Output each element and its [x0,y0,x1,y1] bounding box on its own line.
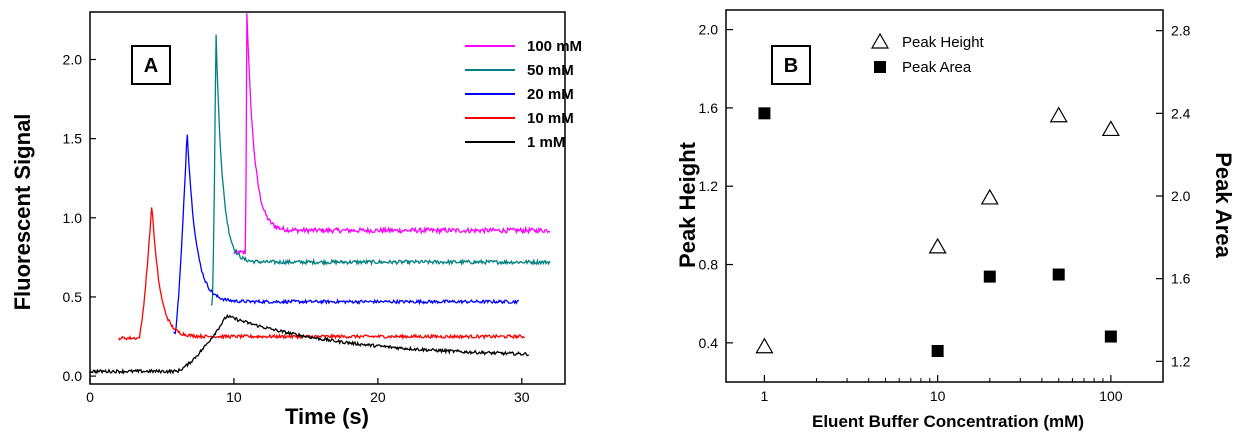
panel-b-y-tick-label: 1.2 [699,178,719,194]
panel-b-axes: 1 10 100 0.4 0.8 1.2 1.6 2.0 1.2 1.6 2.0 2.4 2.8 [699,9,1191,404]
panel-b-y2-tick-label: 2.4 [1171,105,1191,121]
panel-b-legend-square [874,61,886,73]
panel-b-y-tick-label: 0.8 [699,257,719,273]
panel-b-y2-tick-label: 1.6 [1171,271,1191,287]
panel-a-plot-frame [89,11,566,385]
panel-b-x-tick-label: 100 [1099,388,1123,404]
panel-a-x-tick-label: 30 [514,389,530,405]
panel-a-y-tick-label: 2.0 [63,51,83,67]
panel-a-line-50-mm [210,34,551,306]
panel-a-x-axis-title: Time (s) [285,404,369,429]
panel-b-peak-area-point [1052,268,1065,281]
panel-a-line-20-mm [173,134,520,335]
panel-a-x-tick-label: 20 [370,389,386,405]
panel-a-y-tick-label: 0.5 [63,289,83,305]
panel-b-label: B [784,55,798,77]
panel-b-peak-area-point [983,270,996,283]
panel-a-legend: 100 mM 50 mM 20 mM 10 mM 1 mM [465,38,582,151]
panel-b-legend-triangle [870,32,890,49]
panel-b: 1 10 100 0.4 0.8 1.2 1.6 2.0 1.2 1.6 2.0 2.4 2.8 B P… [675,9,1236,431]
panel-a: A 100 mM 50 mM 20 mM 10 mM 1 mM 0 10 20 30 0.0 0.… [10,11,582,429]
panel-a-label-box [131,45,171,85]
panel-b-peak-area-point [758,107,771,120]
panel-b-legend: Peak Height Peak Area [870,32,985,76]
panel-a-label: A [144,55,158,77]
panel-b-x-axis-title: Eluent Buffer Concentration (mM) [812,412,1084,431]
panel-a-axes: 0 10 20 30 0.0 0.5 1.0 1.5 2.0 [63,11,566,405]
panel-b-peak-height-point [980,188,999,205]
panel-b-y2-tick-label: 2.0 [1171,188,1191,204]
panel-b-y-tick-label: 1.6 [699,100,719,116]
panel-b-legend-label: Peak Area [902,59,972,76]
panel-b-peak-height-point [1049,106,1068,123]
panel-b-peak-height-point [928,237,947,254]
panel-b-x-tick-label: 1 [761,388,769,404]
panel-b-y-tick-label: 2.0 [699,22,719,38]
panel-a-y-tick-label: 1.0 [63,210,83,226]
panel-b-peak-area-point [1104,330,1117,343]
panel-a-legend-label: 1 mM [527,134,565,151]
panel-b-peak-area-point [931,345,944,357]
panel-a-legend-label: 10 mM [527,110,574,127]
panel-a-series-lines [89,13,551,375]
panel-a-y-tick-label: 0.0 [63,368,83,384]
panel-b-y2-tick-label: 2.8 [1171,23,1191,39]
panel-b-points [755,106,1120,357]
panel-b-label-box [771,45,811,85]
panel-a-legend-label: 100 mM [527,38,582,55]
panel-a-y-tick-label: 1.5 [63,131,83,147]
panel-a-line-100-mm [233,13,551,257]
panel-a-legend-label: 50 mM [527,62,574,79]
panel-b-y2-tick-label: 1.2 [1171,353,1191,369]
panel-b-x-tick-label: 10 [930,388,946,404]
panel-b-y-axis-title: Peak Height [675,141,700,268]
panel-a-y-axis-title: Fluorescent Signal [10,114,35,311]
panel-b-peak-height-point [1101,120,1120,137]
panel-a-x-tick-label: 0 [86,389,94,405]
panel-a-x-tick-label: 10 [226,389,242,405]
panel-a-legend-label: 20 mM [527,86,574,103]
panel-b-y2-axis-title: Peak Area [1211,152,1236,258]
panel-a-line-1-mm [89,313,530,375]
panel-b-legend-label: Peak Height [902,34,985,51]
panel-b-y-tick-label: 0.4 [699,335,719,351]
panel-a-line-10-mm [118,207,526,341]
panel-b-peak-height-point [755,337,774,354]
